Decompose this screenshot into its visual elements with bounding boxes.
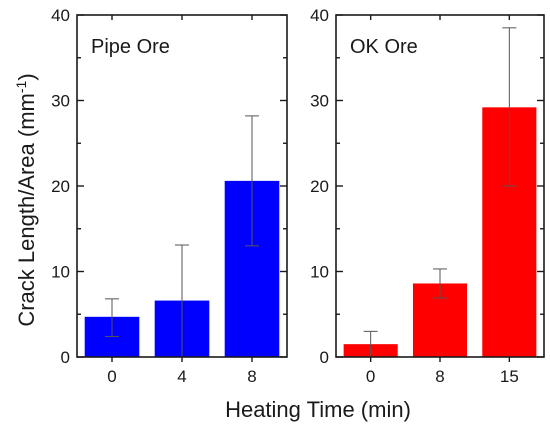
x-tick-label: 8 [247, 367, 256, 386]
y-tick-label: 10 [310, 263, 329, 282]
panel-title: Pipe Ore [91, 36, 170, 58]
error-bar-8 [433, 268, 447, 299]
x-tick-label: 0 [107, 367, 116, 386]
y-axis-title: Crack Length/Area (mm-1) [13, 73, 39, 326]
y-tick-label: 40 [51, 6, 70, 25]
y-tick-label: 10 [51, 263, 70, 282]
error-bar-8 [245, 115, 259, 247]
panel-2: 0 10 20 30 40 0 8 15 OK Ore [310, 6, 545, 386]
y-tick-label: 0 [61, 348, 70, 367]
y-tick-label: 30 [310, 92, 329, 111]
panel-title: OK Ore [350, 36, 418, 58]
x-tick-label: 8 [435, 367, 444, 386]
y-tick-label: 30 [51, 92, 70, 111]
error-bar-0 [105, 298, 119, 337]
y-tick-label: 20 [310, 177, 329, 196]
error-bar-15 [502, 27, 517, 187]
panel-1: 0 10 20 30 40 0 4 8 Pipe Ore [51, 6, 288, 386]
x-tick-label: 15 [500, 367, 519, 386]
x-axis-title: Heating Time (min) [225, 397, 411, 422]
y-tick-label: 20 [51, 177, 70, 196]
y-tick-label: 0 [320, 348, 329, 367]
x-tick-label: 0 [366, 367, 375, 386]
x-tick-label: 4 [177, 367, 186, 386]
y-tick-label: 40 [310, 6, 329, 25]
